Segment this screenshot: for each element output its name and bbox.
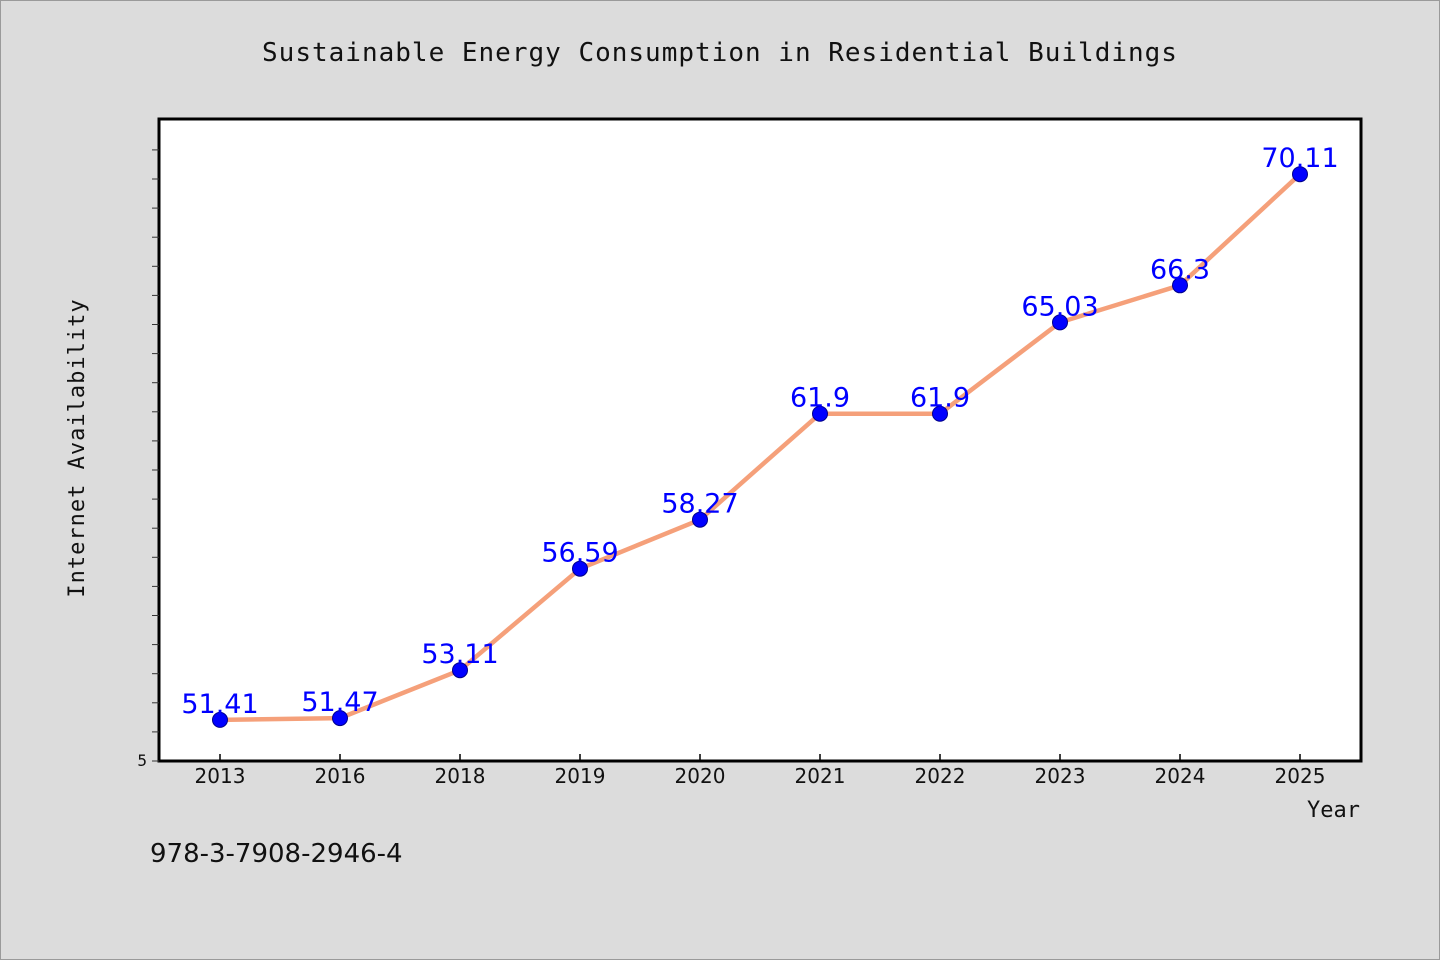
data-point [812, 405, 828, 422]
chart-title: Sustainable Energy Consumption in Reside… [262, 38, 1178, 68]
y-axis-label: Internet Availability [65, 298, 90, 597]
x-axis-label: Year [1307, 798, 1360, 823]
x-tick-label: 2013 [195, 764, 246, 788]
data-point [692, 511, 708, 528]
x-tick-label: 2025 [1275, 764, 1326, 788]
data-label: 58.27 [661, 489, 738, 520]
data-label: 61.9 [910, 383, 970, 414]
x-tick-label: 2019 [555, 764, 606, 788]
data-markers [212, 166, 1308, 728]
data-label: 51.41 [181, 689, 258, 720]
x-tick-label: 2024 [1155, 764, 1206, 788]
data-label: 53.11 [421, 639, 498, 670]
data-label: 65.03 [1021, 291, 1098, 322]
x-axis-ticks [219, 754, 1301, 761]
x-tick-label: 2021 [795, 764, 846, 788]
y-tick-label: 5 [137, 751, 147, 770]
data-label: 51.47 [301, 687, 378, 718]
x-tick-label: 2020 [675, 764, 726, 788]
data-label: 70.11 [1261, 143, 1338, 174]
data-label: 61.9 [790, 383, 850, 414]
data-labels: 51.41 51.47 53.11 56.59 58.27 61.9 61.9 65.03 66… [181, 143, 1338, 720]
x-tick-label: 2016 [315, 764, 366, 788]
x-tick-label: 2018 [435, 764, 486, 788]
data-point [212, 711, 228, 728]
x-tick-labels: 2013 2016 2018 2019 2020 2021 2022 2023 2024 2025 [195, 764, 1326, 788]
data-point [332, 710, 348, 727]
data-point [452, 662, 468, 679]
x-tick-label: 2022 [915, 764, 966, 788]
data-point [572, 560, 588, 577]
data-label: 56.59 [541, 538, 618, 569]
x-tick-label: 2023 [1035, 764, 1086, 788]
y-axis-ticks [152, 149, 159, 762]
data-point [1172, 277, 1188, 294]
series-line [217, 171, 1303, 723]
data-point [1052, 314, 1068, 331]
data-label: 66.3 [1150, 254, 1210, 285]
data-point [1292, 166, 1308, 183]
data-point [932, 405, 948, 422]
isbn-text: 978-3-7908-2946-4 [150, 839, 403, 869]
plot-area [157, 117, 1363, 763]
